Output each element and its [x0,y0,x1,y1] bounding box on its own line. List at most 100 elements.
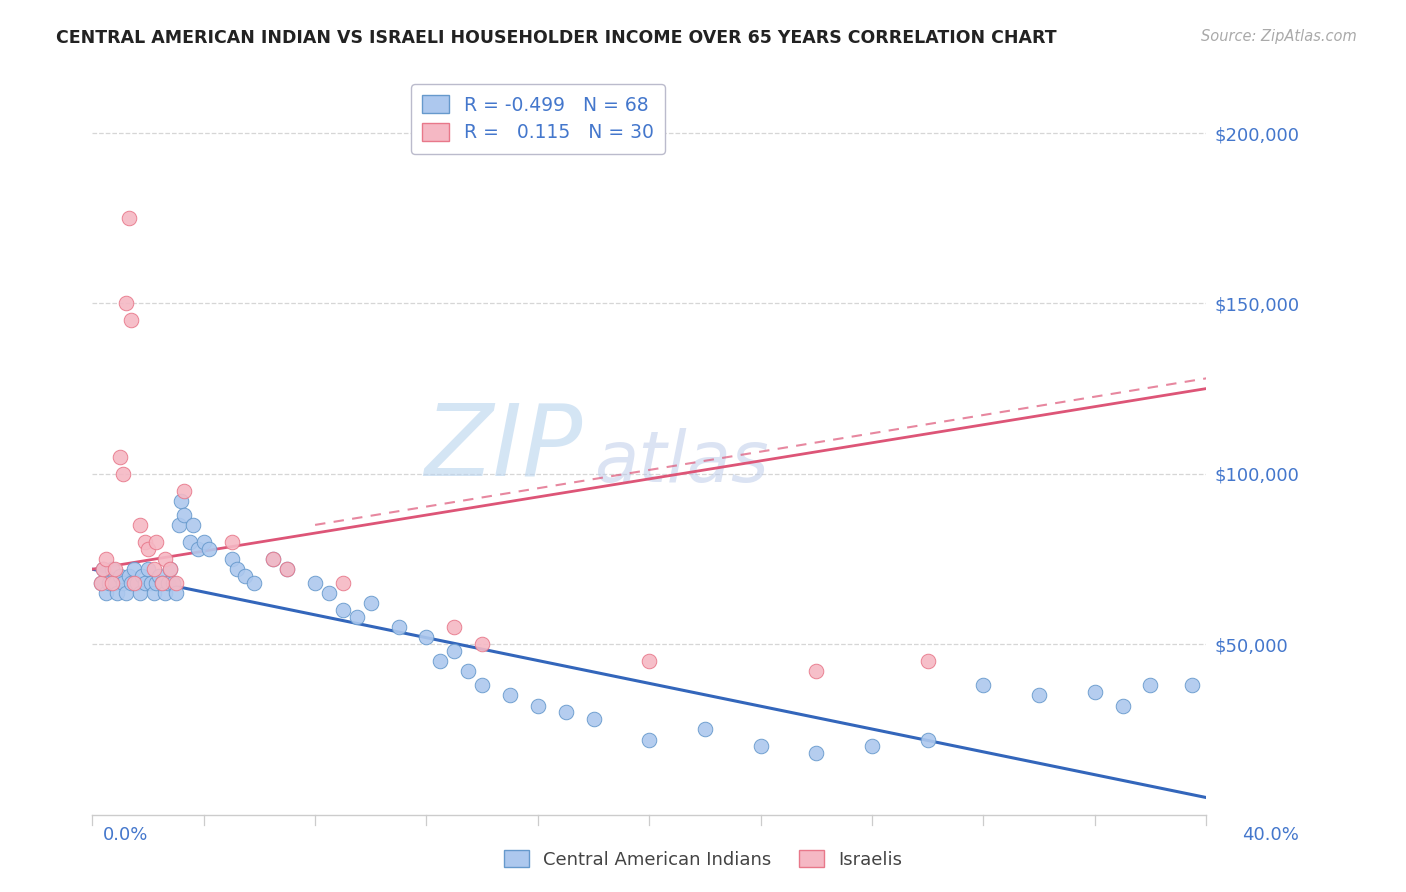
Point [104,575,127,590]
Text: ZIP: ZIP [425,400,582,497]
Point [471,678,494,692]
Point [122,562,145,576]
Point [226,562,249,576]
Point [806,665,828,679]
Point [90,575,112,590]
Point [1028,688,1050,702]
Point [443,620,465,634]
Point [499,688,522,702]
Point [104,562,127,576]
Point [187,541,209,556]
Point [179,535,201,549]
Point [114,296,136,310]
Point [156,575,179,590]
Point [93,562,115,576]
Point [276,562,298,576]
Point [198,541,221,556]
Point [122,575,145,590]
Point [165,575,187,590]
Point [108,569,131,583]
Point [96,586,118,600]
Point [235,569,257,583]
Point [388,620,411,634]
Point [139,575,162,590]
Point [304,575,326,590]
Point [108,450,131,464]
Point [917,654,939,668]
Point [346,610,368,624]
Point [638,654,661,668]
Point [1181,678,1204,692]
Point [120,313,142,327]
Point [142,562,165,576]
Point [134,575,156,590]
Point [131,569,153,583]
Point [114,586,136,600]
Point [162,575,184,590]
Point [221,552,243,566]
Point [93,562,115,576]
Point [457,665,479,679]
Point [136,541,159,556]
Point [153,552,176,566]
Point [332,603,354,617]
Point [173,483,195,498]
Text: Source: ZipAtlas.com: Source: ZipAtlas.com [1201,29,1357,44]
Point [142,586,165,600]
Point [111,467,134,481]
Point [1111,698,1133,713]
Point [443,644,465,658]
Point [1139,678,1161,692]
Text: atlas: atlas [593,428,768,498]
Point [917,732,939,747]
Point [96,552,118,566]
Point [860,739,883,754]
Point [165,586,187,600]
Point [332,575,354,590]
Point [318,586,340,600]
Point [167,517,190,532]
Point [806,746,828,760]
Point [193,535,215,549]
Point [471,637,494,651]
Point [693,723,716,737]
Point [173,508,195,522]
Point [117,569,139,583]
Point [111,575,134,590]
Text: CENTRAL AMERICAN INDIAN VS ISRAELI HOUSEHOLDER INCOME OVER 65 YEARS CORRELATION : CENTRAL AMERICAN INDIAN VS ISRAELI HOUSE… [56,29,1057,46]
Point [136,562,159,576]
Point [749,739,772,754]
Point [117,211,139,226]
Point [159,562,181,576]
Point [262,552,284,566]
Point [101,562,124,576]
Point [159,562,181,576]
Legend: R = -0.499   N = 68, R =   0.115   N = 30: R = -0.499 N = 68, R = 0.115 N = 30 [411,84,665,153]
Point [120,575,142,590]
Point [145,575,167,590]
Point [243,575,266,590]
Point [128,517,150,532]
Point [98,575,121,590]
Point [221,535,243,549]
Point [134,535,156,549]
Point [527,698,550,713]
Point [101,575,124,590]
Text: 40.0%: 40.0% [1243,826,1299,844]
Point [360,596,382,610]
Point [170,494,193,508]
Point [105,586,128,600]
Legend: Central American Indians, Israelis: Central American Indians, Israelis [496,843,910,876]
Point [276,562,298,576]
Point [90,575,112,590]
Point [1084,685,1107,699]
Point [582,712,605,726]
Point [150,575,173,590]
Point [554,706,576,720]
Point [128,586,150,600]
Text: 0.0%: 0.0% [103,826,148,844]
Point [153,586,176,600]
Point [638,732,661,747]
Point [148,569,170,583]
Point [145,535,167,549]
